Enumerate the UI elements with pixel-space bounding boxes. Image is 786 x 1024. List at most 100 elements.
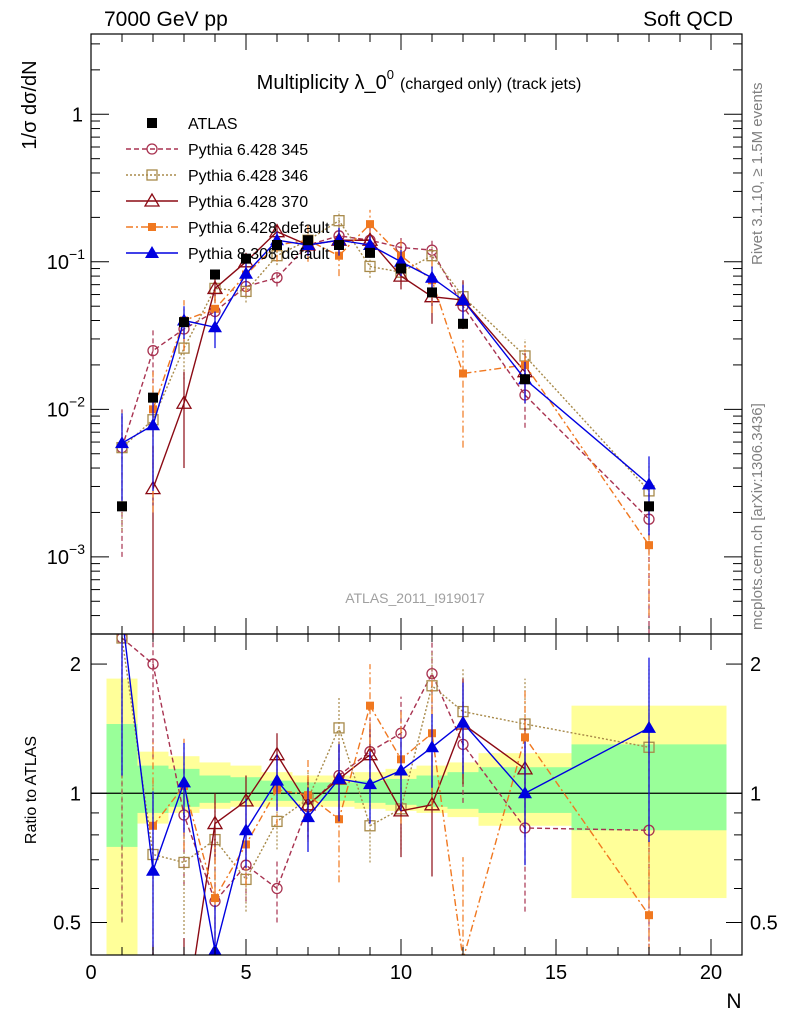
analysis-watermark: ATLAS_2011_I919017 xyxy=(345,590,485,606)
main-y-tick-label: 10−3 xyxy=(47,541,85,569)
ratio-data-point xyxy=(271,882,283,895)
ratio-data-point xyxy=(645,911,653,920)
data-point xyxy=(117,501,127,512)
series-line xyxy=(121,235,650,520)
data-point xyxy=(272,239,282,250)
ratio-data-point xyxy=(423,796,441,811)
ratio-data-point xyxy=(147,658,159,670)
chart-title-small: (charged only) (track jets) xyxy=(400,76,581,93)
data-point xyxy=(211,304,219,313)
legend-label: Pythia 6.428 345 xyxy=(188,142,308,159)
header-right-label: Soft QCD xyxy=(643,8,733,31)
data-point xyxy=(520,374,530,385)
legend-item: Pythia 6.428 370 xyxy=(126,192,308,211)
ratio-data-point xyxy=(392,802,410,817)
data-point xyxy=(333,215,345,227)
series-pythia-8-308-default xyxy=(115,227,656,536)
series-line xyxy=(121,239,650,485)
legend-label: ATLAS xyxy=(188,116,238,133)
data-point xyxy=(146,418,160,431)
ratio-data-point xyxy=(332,771,346,784)
ratio-tick-labels: 0.5 0.51 12 20 5 10 15 20 xyxy=(53,654,778,984)
legend-marker xyxy=(148,223,156,231)
header-left-label: 7000 GeV pp xyxy=(104,8,228,31)
ratio-data-point xyxy=(239,823,253,836)
data-point xyxy=(644,501,654,512)
data-point xyxy=(425,270,439,283)
data-point xyxy=(426,250,438,262)
legend-item: ATLAS xyxy=(147,116,238,133)
ratio-data-point xyxy=(178,856,190,869)
ratio-y-tick-label-right: 0.5 xyxy=(750,912,778,934)
data-point xyxy=(148,392,158,403)
x-axis-label: N xyxy=(726,990,741,1013)
ratio-data-point xyxy=(518,786,532,799)
ratio-data-point xyxy=(521,733,529,742)
ratio-data-point xyxy=(206,815,224,830)
data-point xyxy=(239,266,253,279)
data-point xyxy=(208,320,222,333)
main-y-tick-label: 1 xyxy=(72,104,83,126)
data-point xyxy=(241,253,251,264)
data-point xyxy=(175,394,193,409)
legend-item: Pythia 6.428 default xyxy=(126,220,330,237)
legend-label: Pythia 8.308 default xyxy=(188,246,330,263)
legend: ATLAS Pythia 6.428 345 Pythia 6.428 346 Pyt… xyxy=(126,116,330,263)
legend-marker xyxy=(143,192,161,207)
series-atlas xyxy=(117,235,654,512)
ratio-y-tick-label: 0.5 xyxy=(53,912,81,934)
main-axis-ticks xyxy=(90,34,743,635)
x-tick-label: 15 xyxy=(545,962,567,984)
main-series-group xyxy=(115,209,656,634)
data-point xyxy=(147,344,159,357)
ratio-panel: 0.5 0.51 12 20 5 10 15 20 Ratio to ATLAS N xyxy=(23,608,778,1013)
ratio-data-point xyxy=(333,722,345,734)
legend-item: Pythia 8.308 default xyxy=(126,246,330,263)
data-point xyxy=(363,237,377,250)
ratio-y-tick-label: 1 xyxy=(70,783,81,805)
main-y-tick-label: 10−2 xyxy=(47,393,85,421)
main-y-axis-label: 1/σ dσ/dN xyxy=(19,60,41,149)
data-point xyxy=(458,318,468,329)
data-point xyxy=(456,293,470,306)
data-point xyxy=(396,263,406,274)
legend-marker xyxy=(146,143,158,155)
ratio-plot-frame xyxy=(90,633,743,956)
rivet-side-label: Rivet 3.1.10, ≥ 1.5M events xyxy=(749,83,766,266)
ratio-y-axis-label: Ratio to ATLAS xyxy=(23,736,40,844)
ratio-data-point xyxy=(115,608,129,620)
ratio-data-point xyxy=(211,894,219,903)
data-point xyxy=(271,272,283,284)
legend-label: Pythia 6.428 346 xyxy=(188,168,308,185)
x-tick-label: 10 xyxy=(390,962,412,984)
ratio-y-tick-label-right: 2 xyxy=(750,654,761,676)
data-point xyxy=(392,267,410,282)
legend-marker xyxy=(145,246,159,258)
legend-item: Pythia 6.428 346 xyxy=(126,168,308,185)
x-tick-label: 5 xyxy=(240,962,251,984)
data-point xyxy=(210,269,220,280)
data-point xyxy=(303,235,313,246)
ratio-data-point xyxy=(270,773,284,786)
ratio-data-point xyxy=(394,763,408,776)
series-line xyxy=(121,219,650,492)
data-point xyxy=(179,317,189,328)
legend-marker xyxy=(146,169,158,181)
data-point xyxy=(642,477,656,490)
data-point xyxy=(206,280,224,295)
ratio-series-line xyxy=(194,722,526,955)
ratio-series-pythia-8-308-default xyxy=(115,608,656,955)
legend-item: Pythia 6.428 345 xyxy=(126,142,308,159)
data-point xyxy=(115,436,129,449)
ratio-data-point xyxy=(363,777,377,790)
main-y-tick-label: 10−1 xyxy=(47,246,85,274)
x-tick-label: 20 xyxy=(700,962,722,984)
ratio-uncertainty-bands xyxy=(106,678,727,955)
data-point xyxy=(365,247,375,258)
main-panel: 1 10−1 10−2 10−3 1/σ dσ/dN Multiplicity λ_0… xyxy=(19,33,743,635)
ratio-data-point xyxy=(177,775,191,788)
chart-title: Multiplicity λ_00 (charged only) (track j… xyxy=(257,67,582,94)
legend-marker xyxy=(147,118,157,128)
mcplots-side-label: mcplots.cern.ch [arXiv:1306.3436] xyxy=(749,403,766,630)
